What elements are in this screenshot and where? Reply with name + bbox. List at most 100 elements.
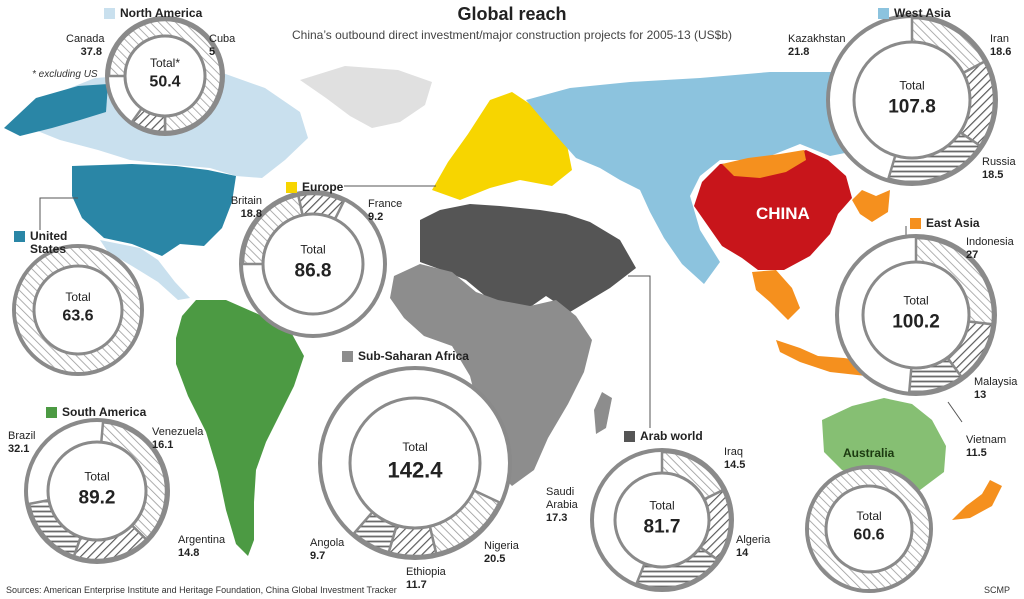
country-value: 14.5 xyxy=(724,459,746,471)
legend-sub-saharan-africa: Sub-Saharan Africa xyxy=(342,350,469,363)
label-saudi-arabia: Saudi Arabia 17.3 xyxy=(546,486,604,525)
country-value: 18.6 xyxy=(990,46,1012,58)
country-name: Russia xyxy=(982,156,1016,168)
leader-arab-world xyxy=(628,275,651,428)
label-vietnam: Vietnam 11.5 xyxy=(966,434,1006,460)
legend-united-states: United States xyxy=(14,230,94,256)
country-value: 9.7 xyxy=(310,550,326,562)
map-alaska xyxy=(4,84,108,136)
legend-label: East Asia xyxy=(926,216,980,230)
map-south-america xyxy=(176,300,304,556)
country-name: Angola xyxy=(310,537,345,549)
leader-united-states xyxy=(39,197,78,230)
map-europe xyxy=(432,92,572,200)
country-name: Cuba xyxy=(209,33,236,45)
swatch-united-states xyxy=(14,231,25,242)
legend-arab-world: Arab world xyxy=(624,430,703,443)
donut-total-label: Total xyxy=(899,79,924,93)
donut-total-value: 50.4 xyxy=(149,73,180,90)
label-france: France 9.2 xyxy=(368,198,402,224)
footnote-excluding-us: * excluding US xyxy=(32,69,98,80)
donut-total-value: 100.2 xyxy=(892,311,940,332)
legend-label: South America xyxy=(62,405,147,419)
donut-total-label: Total xyxy=(856,509,881,523)
map-west-asia xyxy=(526,72,930,284)
label-angola: Angola 9.7 xyxy=(310,537,344,563)
label-iran: Iran 18.6 xyxy=(990,33,1011,59)
country-name: Iran xyxy=(990,33,1009,45)
country-value: 18.8 xyxy=(240,208,262,220)
donut-total-label: Total* xyxy=(150,56,180,70)
chart-title: Global reach xyxy=(457,4,567,24)
chart-subtitle: China’s outbound direct investment/major… xyxy=(291,28,732,42)
swatch-north-america xyxy=(104,8,115,19)
country-name: Nigeria xyxy=(484,540,519,552)
donut-hole xyxy=(348,396,482,530)
donut-hole xyxy=(123,34,207,118)
label-britain: Britain 18.8 xyxy=(214,195,262,221)
donut-sub-saharan-africa: Total 142.4 xyxy=(318,366,512,560)
map-sub-saharan-africa xyxy=(390,264,592,486)
country-value: 20.5 xyxy=(484,553,506,565)
china-map-label: CHINA xyxy=(756,204,810,223)
donut-total-value: 81.7 xyxy=(644,516,681,537)
legend-label: West Asia xyxy=(894,6,951,20)
donut-total-value: 60.6 xyxy=(853,526,884,543)
country-value: 21.8 xyxy=(788,46,810,58)
country-value: 5 xyxy=(209,46,216,58)
label-kazakhstan: Kazakhstan 21.8 xyxy=(788,33,845,59)
country-value: 37.8 xyxy=(80,46,102,58)
label-ethiopia: Ethiopia 11.7 xyxy=(406,566,446,592)
map-greenland xyxy=(300,66,432,128)
country-name: Iraq xyxy=(724,446,743,458)
label-algeria: Algeria 14 xyxy=(736,534,770,560)
swatch-arab-world xyxy=(624,431,635,442)
country-value: 17.3 xyxy=(546,512,568,524)
legend-west-asia: West Asia xyxy=(878,7,951,20)
australia-map-label: Australia xyxy=(843,446,895,460)
label-brazil: Brazil 32.1 xyxy=(8,430,36,456)
donut-total-value: 107.8 xyxy=(888,96,936,117)
map-southeast-asia xyxy=(752,270,800,320)
country-value: 11.5 xyxy=(966,447,987,459)
credit: SCMP xyxy=(983,585,1010,595)
country-name: Saudi Arabia xyxy=(546,486,578,511)
donut-hole xyxy=(861,260,971,370)
leader-lines xyxy=(39,185,963,428)
legend-north-america: North America xyxy=(104,7,202,20)
country-value: 27 xyxy=(966,249,979,261)
country-value: 13 xyxy=(974,389,987,401)
donut-united-states: Total 63.6 xyxy=(12,244,144,376)
country-name: Indonesia xyxy=(966,236,1014,248)
country-name: France xyxy=(368,198,403,210)
country-value: 14.8 xyxy=(178,547,200,559)
legend-south-america: South America xyxy=(46,406,146,419)
swatch-sub-saharan-africa xyxy=(342,351,353,362)
donut-total-label: Total xyxy=(402,440,427,454)
label-iraq: Iraq 14.5 xyxy=(724,446,745,472)
legend-label: United States xyxy=(30,229,68,256)
map-china xyxy=(694,150,852,270)
donut-hole xyxy=(852,40,972,160)
label-russia: Russia 18.5 xyxy=(982,156,1016,182)
donut-total-label: Total xyxy=(903,294,928,308)
country-name: Kazakhstan xyxy=(788,33,846,45)
donut-west-asia: Total 107.8 xyxy=(826,14,998,186)
map-central-america xyxy=(100,240,190,300)
label-venezuela: Venezuela 16.1 xyxy=(152,426,203,452)
donut-total-label: Total xyxy=(84,470,109,484)
country-value: 32.1 xyxy=(8,443,30,455)
label-indonesia: Indonesia 27 xyxy=(966,236,1014,262)
legend-label: Sub-Saharan Africa xyxy=(358,349,469,363)
swatch-europe xyxy=(286,182,297,193)
donut-total-label: Total xyxy=(649,499,674,513)
country-name: Malaysia xyxy=(974,376,1018,388)
swatch-west-asia xyxy=(878,8,889,19)
donut-europe: Total 86.8 xyxy=(239,190,387,338)
legend-label: North America xyxy=(120,6,203,20)
legend-label: Arab world xyxy=(640,429,703,443)
label-argentina: Argentina 14.8 xyxy=(178,534,225,560)
country-name: Brazil xyxy=(8,430,36,442)
